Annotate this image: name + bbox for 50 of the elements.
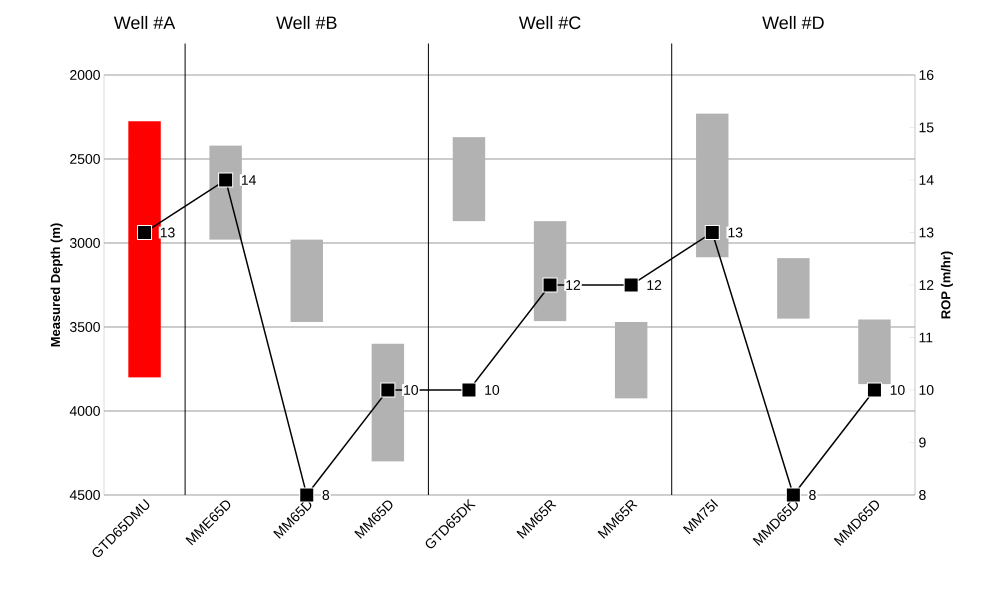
point [624, 278, 639, 292]
point [461, 382, 476, 398]
bar [452, 137, 486, 222]
data-label: 8 [322, 490, 330, 500]
y-tick-label: 4500 [70, 490, 100, 500]
data-label: 10 [404, 385, 418, 395]
data-label: 13 [728, 228, 742, 238]
y2-tick-label: 12 [920, 280, 934, 290]
bar [614, 322, 648, 398]
y2-tick-label: 15 [920, 122, 934, 132]
y-tick-label: 2000 [70, 70, 100, 80]
data-label: 8 [809, 490, 816, 500]
bar [777, 258, 810, 319]
text: Well #A [114, 16, 176, 30]
y-tick-label: 3000 [70, 238, 100, 248]
y2-axis-title: ROP (m/hr) [940, 251, 953, 318]
data-label: 10 [485, 385, 500, 395]
bar [534, 221, 566, 322]
data-label: 12 [566, 280, 580, 290]
bar [696, 114, 728, 258]
y2-tick-label: 14 [920, 175, 934, 185]
y2-tick-label: 11 [920, 332, 932, 342]
data-label: 10 [890, 385, 905, 395]
bar [290, 240, 323, 322]
point [786, 488, 801, 502]
point [866, 382, 882, 398]
text: Well #C [518, 16, 581, 30]
y2-tick-label: 10 [920, 385, 934, 395]
y-tick-label: 3500 [70, 322, 100, 332]
y2-tick-label: 8 [919, 490, 926, 500]
point [299, 488, 314, 502]
y-tick-label: 4000 [70, 406, 100, 416]
y2-tick-label: 16 [920, 70, 934, 80]
data-label: 13 [160, 228, 175, 238]
y2-tick-label: 13 [920, 228, 934, 238]
data-label: 12 [647, 280, 662, 290]
y-tick-label: 2500 [70, 154, 100, 164]
point [137, 225, 152, 240]
text: Well #B [276, 16, 337, 30]
data-label: 14 [242, 175, 256, 185]
point [704, 225, 720, 240]
point [542, 278, 558, 292]
point [380, 382, 396, 398]
y-axis-title: Measured Depth (m) [50, 223, 63, 346]
y2-tick-label: 9 [919, 438, 926, 448]
bar [128, 121, 161, 378]
bar [858, 319, 891, 384]
text: Well #D [762, 16, 824, 30]
bar [372, 344, 404, 462]
point [218, 172, 234, 188]
